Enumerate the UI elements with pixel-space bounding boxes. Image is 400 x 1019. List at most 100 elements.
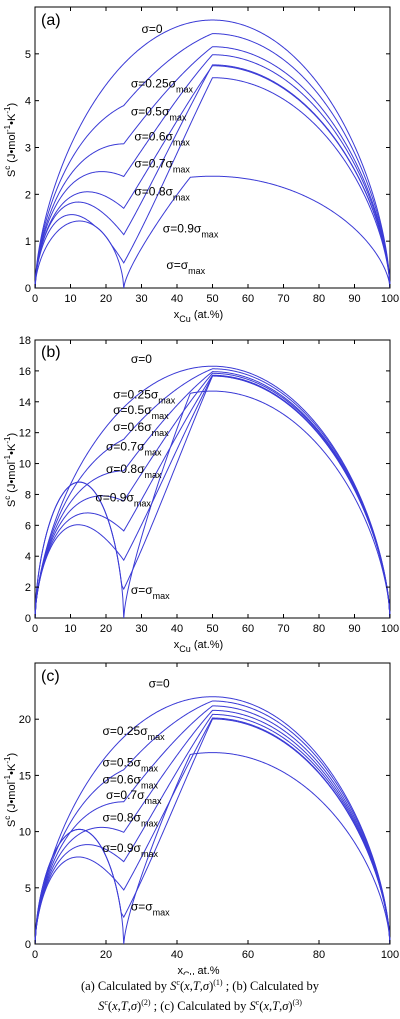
x-tick-label: 70 xyxy=(277,623,289,635)
curve-sigma-eq-sigma-max xyxy=(34,390,391,619)
series-label-sigma-eq-025sigma-max: σ=0.25σmax xyxy=(131,77,194,95)
series-label-sigma-eq-sigma-max: σ=σmax xyxy=(131,899,170,917)
series-label-sigma-eq-07sigma-max: σ=0.7σmax xyxy=(106,788,162,806)
series-label-sigma-eq-06sigma-max: σ=0.6σmax xyxy=(102,772,158,790)
y-tick-label: 15 xyxy=(19,770,31,782)
x-axis-label: xCu at.% xyxy=(177,965,219,975)
x-tick-label: 100 xyxy=(381,949,399,961)
y-tick-label: 20 xyxy=(19,714,31,726)
caption-c-prefix: ; (c) Calculated by xyxy=(153,999,247,1013)
y-axis-label: Sc (J•mol-1•K-1) xyxy=(3,103,18,177)
x-axis-label: xCu (at.%) xyxy=(174,639,223,654)
series-label-sigma-eq-sigma-max: σ=σmax xyxy=(166,258,205,276)
y-tick-label: 0 xyxy=(25,613,31,625)
y-tick-label: 4 xyxy=(25,96,31,108)
y-tick-label: 5 xyxy=(25,49,31,61)
x-tick-label: 70 xyxy=(277,293,289,305)
curve-sigma-eq-05sigma-max xyxy=(34,705,391,945)
y-tick-label: 2 xyxy=(25,189,31,201)
panel-1: 0 10 20 30 40 50 60 70 80 90 100 0 2 4 6 8 10 12 14 16 18 (b)… xyxy=(3,335,399,654)
y-tick-label: 5 xyxy=(25,883,31,895)
curve-sigma-eq-06sigma-max xyxy=(34,54,391,289)
caption-line-1: (a) Calculated by Sc(x,T,σ)(1) ; (b) Cal… xyxy=(80,978,320,994)
y-tick-label: 18 xyxy=(19,335,31,347)
y-tick-label: 4 xyxy=(25,551,31,563)
curve-sigma-eq-09sigma-max xyxy=(34,375,391,619)
curve-sigma-eq-06sigma-max xyxy=(34,372,391,619)
curve-sigma-eq-08sigma-max xyxy=(34,375,391,619)
curve-sigma-eq-025sigma-max xyxy=(34,368,391,619)
curve-sigma-eq-07sigma-max xyxy=(34,713,391,945)
curve-sigma-eq-sigma-max xyxy=(34,752,391,945)
y-tick-label: 2 xyxy=(25,582,31,594)
series-label-sigma-eq-05sigma-max: σ=0.5σmax xyxy=(131,105,187,123)
caption-a-prefix: (a) Calculated by xyxy=(80,979,168,993)
x-tick-label: 0 xyxy=(32,949,38,961)
x-tick-label: 20 xyxy=(100,623,112,635)
caption-sup-2: (2) xyxy=(141,998,151,1007)
curve-sigma-eq-09sigma-max xyxy=(34,77,391,289)
curve-sigma-eq-07sigma-max xyxy=(34,65,391,289)
y-tick-label: 8 xyxy=(25,489,31,501)
curve-sigma-eq-025sigma-max xyxy=(34,33,391,289)
figure-caption: (a) Calculated by Sc(x,T,σ)(1) ; (b) Cal… xyxy=(0,976,400,1016)
x-tick-label: 30 xyxy=(135,623,147,635)
x-tick-label: 60 xyxy=(242,293,254,305)
x-tick-label: 80 xyxy=(313,293,325,305)
series-label-sigma-eq-08sigma-max: σ=0.8σmax xyxy=(102,810,158,828)
series-label-sigma-eq-09sigma-max: σ=0.9σmax xyxy=(102,841,158,859)
curve-sigma-eq-sigma-max xyxy=(34,175,391,289)
x-tick-label: 100 xyxy=(381,623,399,635)
x-tick-label: 90 xyxy=(348,293,360,305)
plot-frame xyxy=(34,6,391,289)
curve-sigma-eq-0 xyxy=(34,696,391,945)
caption-b-prefix: ; (b) Calculated by xyxy=(225,979,320,993)
series-label-sigma-eq-07sigma-max: σ=0.7σmax xyxy=(106,439,162,457)
series-label-sigma-eq-06sigma-max: σ=0.6σmax xyxy=(134,129,190,147)
x-tick-label: 80 xyxy=(313,949,325,961)
plot-frame xyxy=(34,339,391,619)
curve-sigma-eq-06sigma-max xyxy=(34,709,391,945)
caption-line-2: Sc(x,T,σ)(2) ; (c) Calculated by Sc(x,T,… xyxy=(98,998,302,1014)
y-tick-label: 10 xyxy=(19,827,31,839)
series-label-sigma-eq-025sigma-max: σ=0.25σmax xyxy=(113,388,176,406)
x-tick-label: 50 xyxy=(206,293,218,305)
x-tick-label: 40 xyxy=(171,623,183,635)
panel-label: (c) xyxy=(41,668,60,685)
series-label-sigma-eq-0: σ=0 xyxy=(149,677,170,691)
curve-sigma-eq-08sigma-max xyxy=(34,64,391,289)
x-tick-label: 20 xyxy=(100,293,112,305)
x-tick-label: 10 xyxy=(64,293,76,305)
series-label-sigma-eq-sigma-max: σ=σmax xyxy=(131,583,170,601)
y-tick-label: 12 xyxy=(19,428,31,440)
x-tick-label: 60 xyxy=(242,949,254,961)
x-tick-label: 0 xyxy=(32,623,38,635)
x-tick-label: 30 xyxy=(135,293,147,305)
curve-sigma-eq-07sigma-max xyxy=(34,374,391,619)
panel-label: (b) xyxy=(41,344,61,361)
x-tick-label: 40 xyxy=(171,949,183,961)
x-tick-label: 100 xyxy=(381,293,399,305)
curve-sigma-eq-05sigma-max xyxy=(34,46,391,289)
caption-sup-1: (1) xyxy=(213,978,223,987)
curve-sigma-eq-0 xyxy=(34,365,391,619)
x-tick-label: 50 xyxy=(206,623,218,635)
curve-sigma-eq-05sigma-max xyxy=(34,371,391,619)
series-label-sigma-eq-05sigma-max: σ=0.5σmax xyxy=(102,755,158,773)
curve-sigma-eq-08sigma-max xyxy=(34,717,391,945)
series-label-sigma-eq-08sigma-max: σ=0.8σmax xyxy=(106,462,162,480)
y-tick-label: 16 xyxy=(19,366,31,378)
panel-label: (a) xyxy=(41,12,61,29)
series-label-sigma-eq-025sigma-max: σ=0.25σmax xyxy=(102,724,165,742)
series-label-sigma-eq-08sigma-max: σ=0.8σmax xyxy=(134,184,190,202)
x-tick-label: 60 xyxy=(242,623,254,635)
series-label-sigma-eq-07sigma-max: σ=0.7σmax xyxy=(134,157,190,175)
y-axis-label: Sc (J•mol-1•K-1) xyxy=(3,433,18,507)
y-tick-label: 0 xyxy=(25,939,31,951)
series-label-sigma-eq-06sigma-max: σ=0.6σmax xyxy=(113,420,169,438)
panel-0: 0 10 20 30 40 50 60 70 80 90 100 0 1 2 3 4 5 (a) σ=0 σ=0.25… xyxy=(3,6,399,324)
curve-sigma-eq-025sigma-max xyxy=(34,700,391,945)
x-tick-label: 90 xyxy=(348,623,360,635)
y-tick-label: 3 xyxy=(25,143,31,155)
x-tick-label: 0 xyxy=(32,293,38,305)
